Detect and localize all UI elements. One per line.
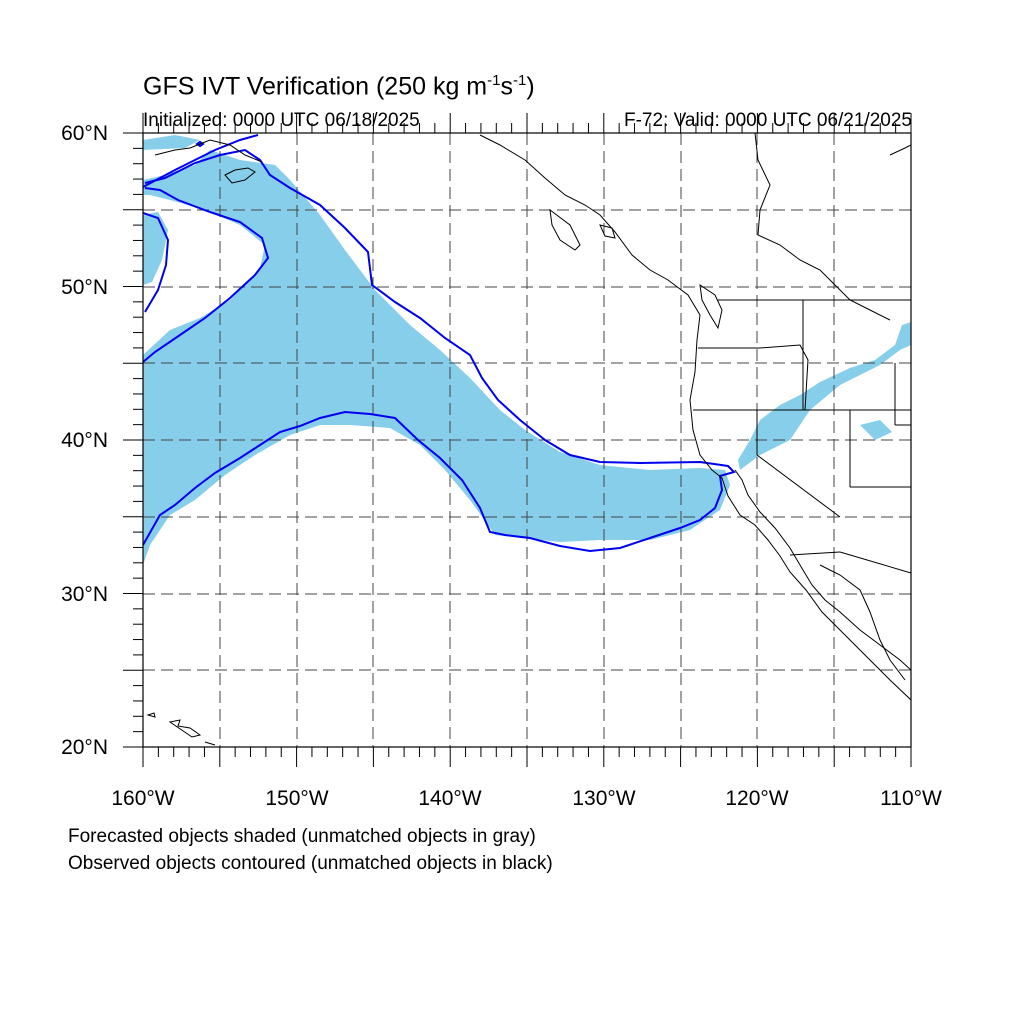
observed-object-north — [143, 134, 259, 188]
observed-note: Observed objects contoured (unmatched ob… — [68, 853, 553, 874]
lat-label: 20°N — [61, 736, 108, 759]
longitude-labels: 160°W 150°W 140°W 130°W 120°W 110°W — [111, 787, 942, 810]
coastlines — [146, 133, 911, 746]
lon-label: 160°W — [111, 787, 174, 810]
lat-label: 60°N — [61, 122, 108, 145]
forecast-object-main — [143, 150, 730, 565]
lat-label: 50°N — [61, 276, 108, 299]
map-title: GFS IVT Verification (250 kg m-1s-1) — [143, 72, 535, 101]
plot-area — [143, 133, 911, 747]
lon-label: 120°W — [725, 787, 788, 810]
forecast-object-small — [860, 420, 892, 440]
lon-label: 130°W — [572, 787, 635, 810]
forecast-note: Forecasted objects shaded (unmatched obj… — [68, 826, 536, 847]
observed-object-main — [143, 148, 736, 553]
title-close-paren: ) — [526, 72, 535, 101]
observed-object-west — [143, 212, 170, 313]
forecast-object-west-lobe — [143, 212, 168, 285]
title-text: GFS IVT Verification (250 kg m — [143, 72, 488, 101]
forecast-object-north — [143, 135, 200, 150]
lat-label: 40°N — [61, 429, 108, 452]
lon-label: 110°W — [880, 787, 942, 810]
lon-label: 150°W — [265, 787, 328, 810]
lon-label: 140°W — [418, 787, 481, 810]
lat-label: 30°N — [61, 583, 108, 606]
tick-marks — [123, 113, 912, 767]
initialized-label: Initialized: 0000 UTC 06/18/2025 — [143, 110, 420, 131]
graticule — [143, 133, 911, 747]
title-exponent-1: -1 — [487, 72, 501, 89]
title-exponent-2: -1 — [512, 72, 527, 89]
political-borders — [693, 299, 911, 574]
title-unit-s: s — [500, 72, 513, 101]
latitude-labels: 60°N 50°N 40°N 30°N 20°N — [61, 122, 108, 759]
forecast-object-inland — [738, 322, 911, 470]
